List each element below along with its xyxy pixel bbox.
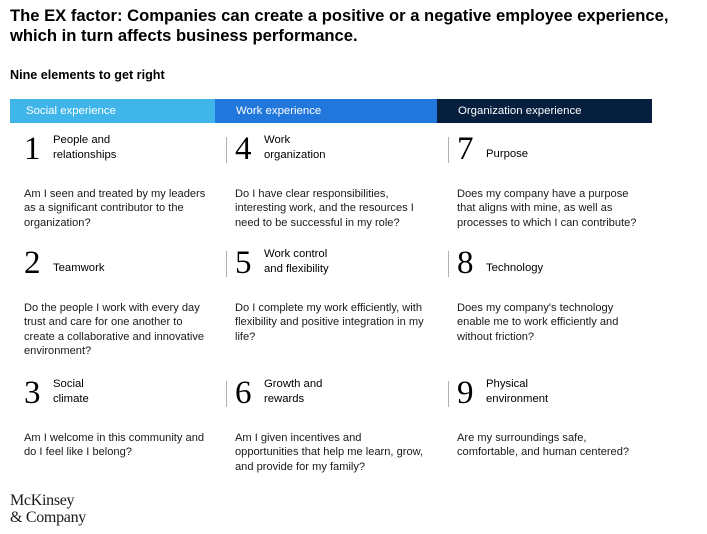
element-name: Technology [486, 262, 544, 274]
element-number: 2 [24, 245, 41, 281]
element-question: Am I given incentives and opportunities … [235, 432, 424, 473]
element-number: 9 [457, 375, 474, 411]
page-title: The EX factor: Companies can create a po… [10, 6, 669, 45]
element-question: Do I complete my work efficiently, with … [235, 302, 424, 343]
element-name: Purpose [486, 148, 529, 160]
column-divider [448, 137, 449, 163]
element-question: Are my surroundings safe, comfortable, a… [457, 432, 630, 459]
header-organization-experience: Organization experience [437, 99, 652, 123]
element-card: 1 People and relationships Am I seen and t… [24, 133, 234, 233]
element-name: People and relationships [53, 134, 117, 161]
element-name: Physical environment [486, 378, 549, 405]
column-divider [226, 251, 227, 277]
element-question: Am I seen and treated by my leaders as a… [24, 188, 206, 229]
element-card: 5 Work control and flexibility Do I comple… [235, 247, 445, 347]
element-name: Teamwork [53, 262, 105, 274]
element-card: 7 Purpose Does my company have a purpose t… [457, 133, 667, 233]
element-card: 8 Technology Does my company's technology … [457, 247, 667, 347]
element-question: Am I welcome in this community and do I … [24, 432, 205, 459]
header-work-experience: Work experience [215, 99, 437, 123]
element-name: Work organization [264, 134, 326, 161]
element-number: 1 [24, 131, 41, 167]
element-number: 6 [235, 375, 252, 411]
column-divider [448, 381, 449, 407]
element-number: 3 [24, 375, 41, 411]
element-question: Do the people I work with every day trus… [24, 302, 205, 358]
logo-line-1: McKinsey [10, 492, 75, 509]
element-name: Work control and flexibility [264, 248, 329, 275]
element-number: 8 [457, 245, 474, 281]
column-divider [226, 137, 227, 163]
element-question: Does my company's technology enable me t… [457, 302, 619, 343]
element-question: Do I have clear responsibilities, intere… [235, 188, 414, 229]
column-divider [226, 381, 227, 407]
column-divider [448, 251, 449, 277]
header-social-experience: Social experience [10, 99, 215, 123]
element-card: 2 Teamwork Do the people I work with every… [24, 245, 234, 358]
element-number: 4 [235, 131, 252, 167]
element-question: Does my company have a purpose that alig… [457, 188, 637, 229]
page-subtitle: Nine elements to get right [10, 68, 165, 82]
elements-grid: 1 People and relationships Am I seen and t… [10, 123, 652, 473]
element-name: Social climate [53, 378, 89, 405]
category-header-bar: Social experience Work experience Organi… [10, 99, 652, 123]
element-card: 9 Physical environment Are my surroundings… [457, 377, 667, 477]
mckinsey-logo: McKinsey & Company [10, 492, 86, 526]
element-number: 5 [235, 245, 252, 281]
element-name: Growth and rewards [264, 378, 323, 405]
element-card: 3 Social climate Am I welcome in this comm… [24, 377, 234, 477]
element-card: 4 Work organization Do I have clear respon… [235, 133, 445, 233]
element-card: 6 Growth and rewards Am I given incentives… [235, 377, 445, 477]
logo-line-2: & Company [10, 509, 86, 526]
element-number: 7 [457, 131, 474, 167]
